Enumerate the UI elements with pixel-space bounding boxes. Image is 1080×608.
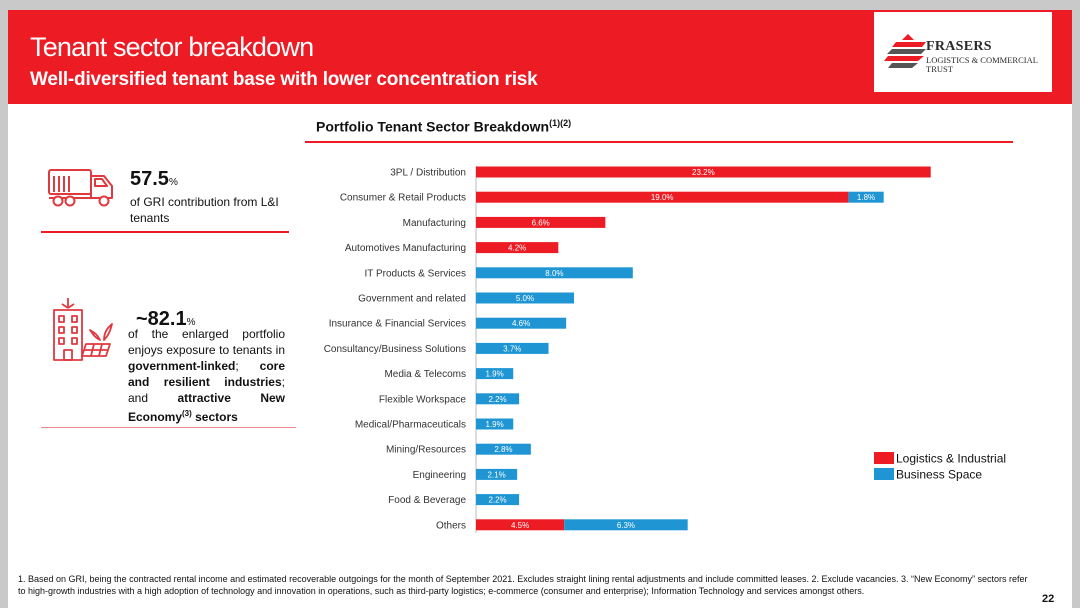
category-label: Government and related [358, 294, 466, 305]
bar-segment [476, 443, 531, 455]
category-label: 3PL / Distribution [390, 168, 466, 179]
category-label: Insurance & Financial Services [329, 319, 466, 330]
bar-value-label: 4.5% [511, 521, 529, 530]
bar-value-label: 23.2% [692, 168, 715, 177]
stat-gri-text: of GRI contribution from L&I tenants [130, 195, 279, 225]
bar-segment [476, 292, 574, 304]
sector-bar-chart: 3PL / Distribution 23.2% Consumer & Retail… [324, 166, 1006, 533]
bar-value-label: 19.0% [651, 193, 674, 202]
bar-value-label: 1.9% [486, 420, 504, 429]
bar-value-label: 2.2% [488, 395, 506, 404]
bar-value-label: 2.1% [487, 470, 505, 479]
bar-segment [476, 468, 518, 480]
frasers-logo-mark-icon [884, 34, 926, 68]
bar-value-label: 1.8% [857, 193, 875, 202]
category-label: Automotives Manufacturing [345, 243, 466, 254]
page-subtitle: Well-diversified tenant base with lower … [30, 69, 538, 90]
category-label: Engineering [413, 470, 466, 481]
bar-segment [476, 317, 567, 329]
bar-value-label: 6.3% [617, 521, 635, 530]
bar-value-label: 4.6% [512, 319, 530, 328]
bar-segment [476, 216, 606, 228]
legend-label: Business Space [896, 468, 982, 482]
stat-divider-1 [41, 231, 289, 233]
page-title: Tenant sector breakdown [30, 32, 314, 62]
legend-swatch [874, 452, 894, 464]
bar-value-label: 5.0% [516, 294, 534, 303]
bar-segment [476, 342, 549, 354]
bar-segment [476, 418, 514, 430]
bar-value-label: 4.2% [508, 244, 526, 253]
category-label: Manufacturing [403, 218, 466, 229]
legend-swatch [874, 468, 894, 480]
stat-divider-2 [41, 427, 296, 428]
bar-segment [476, 519, 565, 531]
category-label: Others [436, 520, 466, 531]
legend-label: Logistics & Industrial [896, 452, 1006, 466]
logo-name: FRASERS [926, 39, 992, 54]
bar-segment [476, 242, 559, 254]
frasers-logo: FRASERS LOGISTICS & COMMERCIAL TRUST [874, 12, 1052, 92]
chart-title-rule [305, 141, 1013, 143]
logo-subtitle-2: TRUST [926, 64, 953, 74]
page-number: 22 [1042, 593, 1055, 605]
category-label: Medical/Pharmaceuticals [355, 420, 466, 431]
bar-segment [476, 166, 931, 178]
category-label: Food & Beverage [388, 495, 466, 506]
slide: Tenant sector breakdown Well-diversified… [8, 10, 1072, 608]
stat-exposure-value: ~82.1% [136, 308, 196, 330]
bar-value-label: 3.7% [503, 344, 521, 353]
category-label: IT Products & Services [364, 268, 466, 279]
truck-icon [48, 169, 113, 207]
bar-value-label: 2.2% [488, 496, 506, 505]
chart-title: Portfolio Tenant Sector Breakdown(1)(2) [316, 118, 572, 135]
bar-segment [476, 368, 514, 380]
footnote: 1. Based on GRI, being the contracted re… [18, 574, 1028, 596]
category-label: Flexible Workspace [379, 394, 467, 405]
bar-segment [476, 191, 849, 203]
bar-segment [564, 519, 688, 531]
buildings-solar-icon [53, 298, 113, 361]
bar-segment [476, 494, 520, 506]
bar-value-label: 1.9% [486, 370, 504, 379]
bar-value-label: 2.8% [494, 445, 512, 454]
bar-value-label: 6.6% [532, 218, 550, 227]
header-banner: Tenant sector breakdown Well-diversified… [8, 10, 1072, 104]
bar-value-label: 8.0% [545, 269, 563, 278]
stat-exposure-text: of the enlarged portfolio enjoys exposur… [128, 327, 286, 424]
logo-subtitle-1: LOGISTICS & COMMERCIAL [926, 55, 1038, 65]
bar-segment [476, 393, 520, 405]
stat-gri-value: 57.5% [130, 168, 178, 190]
category-label: Consumer & Retail Products [340, 193, 466, 204]
category-label: Mining/Resources [386, 445, 466, 456]
category-label: Consultancy/Business Solutions [324, 344, 466, 355]
bar-segment [848, 191, 884, 203]
bar-segment [476, 267, 633, 279]
category-label: Media & Telecoms [384, 369, 466, 380]
